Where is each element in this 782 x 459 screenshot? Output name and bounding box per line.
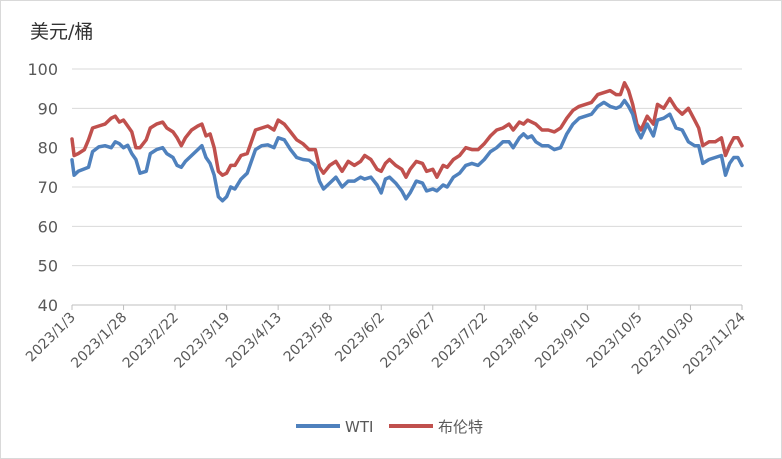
y-tick-label: 100 — [27, 60, 58, 79]
legend-label-wti: WTI — [345, 418, 373, 436]
y-tick-label: 40 — [38, 296, 58, 315]
y-axis-ticks: 40 50 60 70 80 90 100 — [27, 60, 58, 315]
y-tick-label: 70 — [38, 178, 58, 197]
y-tick-label: 90 — [38, 99, 58, 118]
legend-label-brent: 布伦特 — [438, 418, 483, 436]
y-tick-label: 80 — [38, 139, 58, 158]
y-tick-label: 50 — [38, 257, 58, 276]
x-tick-label: 2023/5/8 — [281, 310, 337, 366]
y-tick-label: 60 — [38, 217, 58, 236]
gridlines — [72, 68, 742, 306]
legend: WTI 布伦特 — [296, 418, 483, 436]
y-unit-label: 美元/桶 — [30, 21, 93, 43]
series-lines — [70, 81, 744, 203]
x-axis: 2023/1/32023/1/282023/2/222023/3/192023/… — [23, 304, 749, 378]
series-line-brent — [70, 81, 744, 179]
series-line-wti — [70, 98, 744, 203]
x-tick-label: 2023/4/13 — [223, 310, 285, 372]
